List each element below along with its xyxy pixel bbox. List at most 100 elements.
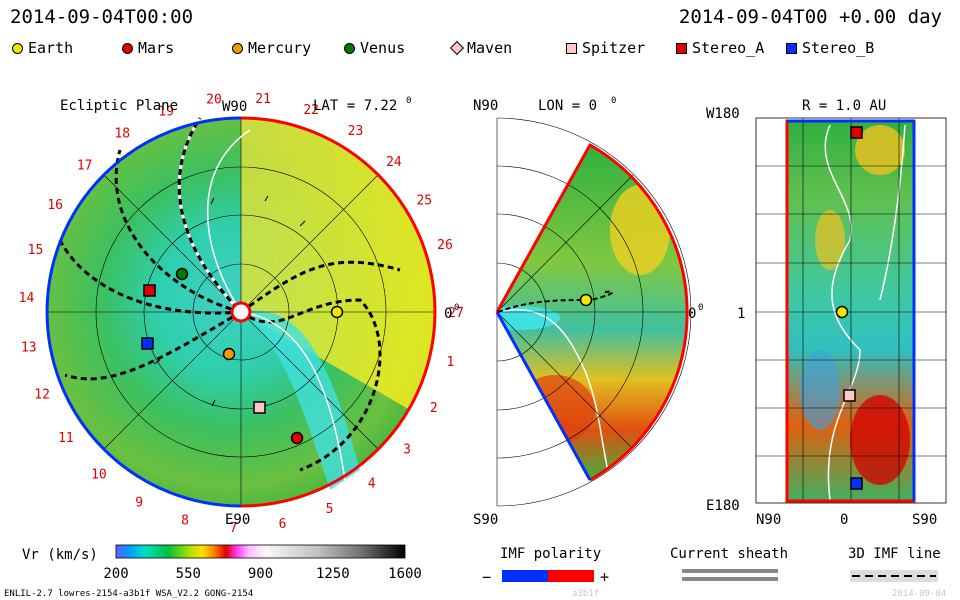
- colorbar-tick: 1600: [388, 566, 422, 582]
- sector-label: 1: [446, 355, 454, 370]
- legend-item-spitzer: Spitzer: [566, 39, 645, 57]
- sector-label: 17: [77, 158, 93, 173]
- sector-label: 14: [19, 291, 35, 306]
- stereo-b-marker-icon: [786, 42, 797, 54]
- stereo-a-marker-icon: [676, 42, 687, 54]
- legend-item-earth: Earth: [12, 39, 73, 57]
- legend-label: Maven: [467, 39, 513, 57]
- imf-polarity-minus: −: [482, 568, 491, 586]
- sector-label: 19: [158, 104, 174, 119]
- legend-item-mars: Mars: [122, 39, 174, 57]
- cyl-top-left-label: W180: [706, 106, 740, 122]
- legend-item-stereo-b: Stereo_B: [786, 39, 874, 57]
- footer-run-id: a3b1f: [572, 589, 599, 599]
- sector-label: 18: [114, 127, 130, 142]
- cyl-x-left-label: N90: [756, 512, 781, 528]
- cyl-spitzer-marker: [843, 389, 856, 402]
- cyl-stereo-a-marker: [850, 126, 863, 139]
- imf-polarity-positive-swatch: [548, 570, 594, 582]
- sector-label: 23: [348, 124, 364, 139]
- legend-label: Venus: [360, 39, 406, 57]
- current-sheath-label: Current sheath: [670, 546, 788, 562]
- cyl-r-label: R = 1.0 AU: [802, 98, 886, 114]
- colorbar-tick: 1250: [316, 566, 350, 582]
- sector-label: 21: [255, 92, 271, 107]
- sector-label: 4: [368, 477, 376, 492]
- imf-line-legend: 3D IMF line: [848, 546, 941, 582]
- sector-label: 2: [430, 401, 438, 416]
- ecliptic-slow-wind-stream: [241, 310, 360, 490]
- left-timestamp: 2014-09-04T00:00: [10, 6, 194, 28]
- mercury-marker-icon: [232, 42, 243, 54]
- sector-label: 26: [437, 238, 453, 253]
- legend-item-maven: Maven: [449, 39, 513, 57]
- legend-item-mercury: Mercury: [232, 39, 311, 57]
- sector-label: 8: [181, 514, 189, 529]
- meridional-bottom-label: S90: [473, 512, 498, 528]
- sector-label: 7: [230, 521, 238, 536]
- cylindrical-panel: R = 1.0 AU W180 1 E180 N90 0 S90: [706, 98, 947, 528]
- meridional-right-label: 0: [688, 306, 696, 322]
- imf-polarity-plus: +: [600, 568, 609, 586]
- sector-label: 13: [21, 340, 37, 355]
- ecliptic-title: Ecliptic Plane: [60, 98, 178, 114]
- sector-label: 25: [416, 194, 432, 209]
- legend-label: Stereo_A: [692, 39, 765, 57]
- sector-label: 20: [206, 93, 222, 108]
- colorbar-tick: 900: [248, 566, 273, 582]
- imf-polarity-label: IMF polarity: [500, 546, 601, 562]
- sector-label: 6: [279, 517, 287, 532]
- earth-marker-icon: [12, 42, 23, 54]
- imf-polarity-negative-swatch: [502, 570, 548, 582]
- colorbar: Vr (km/s) 200 550 900 1250 1600: [22, 544, 422, 582]
- colorbar-tick: 550: [176, 566, 201, 582]
- legend-label: Earth: [28, 39, 74, 57]
- sector-label: 16: [47, 198, 63, 213]
- sector-label: 9: [135, 495, 143, 510]
- imf-line-label: 3D IMF line: [848, 546, 941, 562]
- meridional-earth-marker: [579, 293, 593, 307]
- ecliptic-right-label: 0: [444, 306, 452, 322]
- sector-label: 3: [403, 443, 411, 458]
- ecliptic-bottom-label: E90: [225, 512, 250, 528]
- ecliptic-top-label: W90: [222, 99, 247, 115]
- colorbar-tick: 200: [103, 566, 128, 582]
- imf-polarity-legend: IMF polarity − +: [482, 546, 609, 586]
- footer-model: ENLIL-2.7 lowres-2154-a3b1f WSA_V2.2 GON…: [4, 589, 253, 599]
- sector-label: 15: [28, 243, 44, 258]
- legend-label: Stereo_B: [802, 39, 875, 57]
- sector-label: 10: [91, 467, 107, 482]
- ecliptic-mars-marker: [290, 431, 304, 445]
- sector-label: 24: [386, 155, 402, 170]
- sector-label: 22: [303, 103, 319, 118]
- ecliptic-mercury-marker: [222, 347, 236, 361]
- footer-date: 2014-09-04: [892, 589, 946, 599]
- cyl-mid-left-label: 1: [737, 306, 745, 322]
- cyl-bottom-left-label: E180: [706, 498, 740, 514]
- ecliptic-venus-marker: [175, 267, 189, 281]
- cyl-x-mid-label: 0: [840, 512, 848, 528]
- ecliptic-lat-label: LAT = 7.22: [313, 98, 397, 114]
- sector-label: 27: [448, 306, 464, 321]
- colorbar-label: Vr (km/s): [22, 547, 98, 563]
- meridional-lon-degree: 0: [611, 96, 616, 106]
- meridional-top-label: N90: [473, 98, 498, 114]
- ecliptic-right-degree: 0: [454, 303, 459, 313]
- cyl-stereo-b-marker: [850, 477, 863, 490]
- sector-label: 11: [58, 431, 74, 446]
- meridional-lon-label: LON = 0: [538, 98, 597, 114]
- ecliptic-earth-marker: [330, 305, 344, 319]
- legend-label: Mars: [138, 39, 175, 57]
- cyl-earth-marker: [835, 305, 849, 319]
- legend-label: Spitzer: [582, 39, 646, 57]
- mars-marker-icon: [122, 42, 133, 54]
- sector-label: 12: [34, 388, 50, 403]
- cyl-x-right-label: S90: [912, 512, 937, 528]
- colorbar-gradient: [115, 544, 406, 559]
- colorbar-tick-labels: 200 550 900 1250 1600: [103, 566, 422, 582]
- legend-label: Mercury: [248, 39, 312, 57]
- meridional-plane-panel: N90 LON = 0 0 S90 0 0: [473, 96, 703, 528]
